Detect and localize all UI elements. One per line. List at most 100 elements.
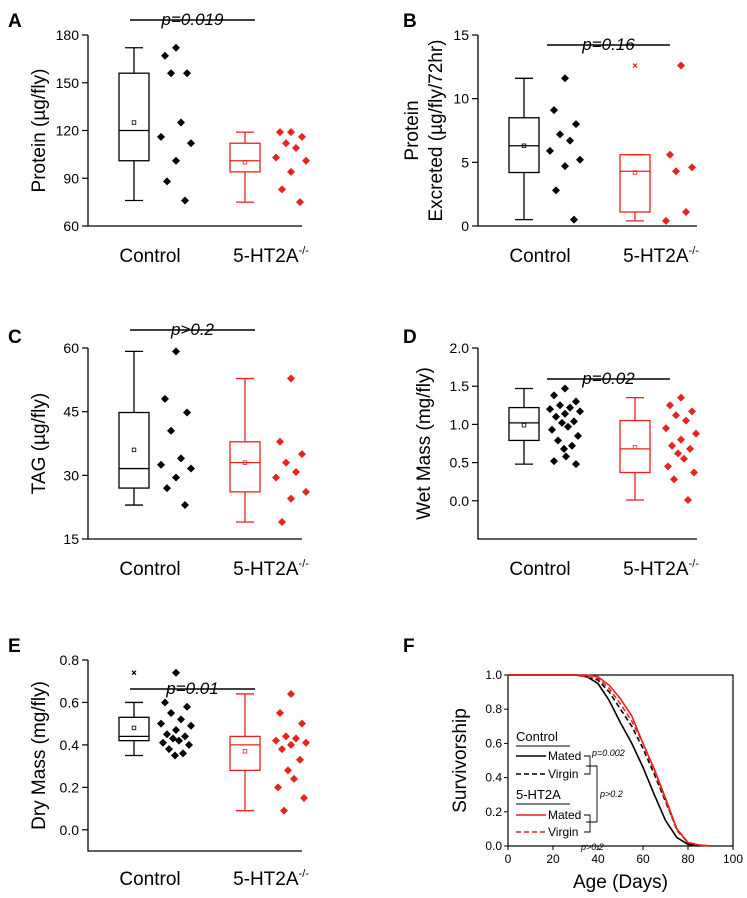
data-point [276,437,284,446]
data-point [175,736,183,745]
box-iqr [229,142,261,173]
data-point [561,409,569,418]
axis-lines [477,35,697,227]
panel-letter: D [403,327,417,348]
data-point [572,120,580,129]
panel-letter: C [8,327,22,348]
mean-marker [521,422,527,428]
data-point [163,177,171,186]
y-axis-label: Dry Mass (mg/fly) [29,681,50,830]
data-point [546,146,554,155]
data-point [163,730,171,739]
data-point [298,719,306,728]
data-point [688,407,696,416]
y-tick-label: 0.8 [60,652,80,668]
data-point [183,702,191,711]
data-point [682,416,690,425]
x-tick-label: 20 [546,852,560,866]
data-point [666,401,674,410]
data-point [181,501,189,510]
series-control [508,384,584,469]
axis-lines [87,660,302,852]
x-axis-label: Age (Days) [573,872,668,893]
data-point [554,436,562,445]
data-point [284,766,292,775]
y-tick-label: 180 [56,27,80,43]
y-tick-label: 1.0 [485,668,502,682]
data-point [690,468,698,477]
mean-marker [242,160,248,165]
panel-letter: E [8,636,21,657]
legend: Control Mated Virgin 5-HT2A Mated Virgin p=0.0… [516,729,625,852]
data-point [562,452,570,461]
data-point [566,403,574,412]
data-point [556,130,564,139]
data-point [666,150,674,159]
data-point [296,198,304,207]
data-point [280,806,288,815]
data-point [576,155,584,164]
y-tick-label: 0.6 [60,694,80,710]
data-point [171,751,179,760]
y-axis-label: Protein (µg/fly) [29,69,50,193]
legend-label-mated: Mated [548,749,581,763]
data-point [668,441,676,450]
y-tick-label: 90 [63,170,79,186]
legend-label-virgin: Virgin [548,767,578,781]
series-mutant [229,128,310,207]
data-point [163,484,171,493]
data-point [548,425,556,434]
data-point [561,162,569,171]
series-control [118,347,195,510]
category-label-control: Control [509,559,570,580]
y-axis-label: TAG (µg/fly) [29,393,50,494]
data-point [550,106,558,115]
data-point [167,709,175,718]
data-point [172,668,180,677]
data-point [272,473,280,482]
data-point [278,185,286,194]
category-superscript: -/- [689,245,700,257]
data-point [552,186,560,195]
y-tick-label: 150 [56,75,80,91]
data-point [159,738,167,747]
box-iqr [229,441,261,493]
data-point [177,118,185,127]
category-label-control: Control [119,246,180,267]
y-tick-label: 1.0 [450,416,470,432]
box-iqr [619,419,651,474]
mean-marker [242,460,248,465]
plot-frame [507,674,734,847]
data-point [677,393,685,402]
series-mutant [619,393,700,505]
bracket-control [584,755,591,775]
series-control [508,74,584,224]
box-iqr [619,154,651,213]
panel-F: F 0 20 40 60 80 100 0.0 0.2 0.4 0.6 0.8 1.0 Age (Days… [403,636,743,893]
y-tick-label: 60 [63,218,79,234]
data-point [287,689,295,698]
data-point [172,473,180,482]
y-tick-label: 30 [63,467,79,483]
category-label-control: Control [119,559,180,580]
data-point [560,444,568,453]
y-tick-label: 0.2 [485,805,502,819]
data-point [181,732,189,741]
data-point [572,397,580,406]
panel-B: B 0 5 10 15 Protein Excreted (µg/fly/72hr) Cont… [402,11,699,267]
x-tick-label: 40 [591,852,605,866]
data-point [686,444,694,453]
panel-letter: F [403,636,415,657]
data-point [692,429,700,438]
bracket-mated [586,765,598,823]
data-point [292,144,300,153]
mean-marker [242,749,248,754]
p-value-label: p=0.02 [581,369,635,388]
data-point [165,745,173,754]
y-tick-label: 0.6 [485,736,502,750]
y-tick-label: 0.2 [60,779,80,795]
data-point [274,783,282,792]
data-point [550,457,558,466]
data-point [677,61,685,70]
